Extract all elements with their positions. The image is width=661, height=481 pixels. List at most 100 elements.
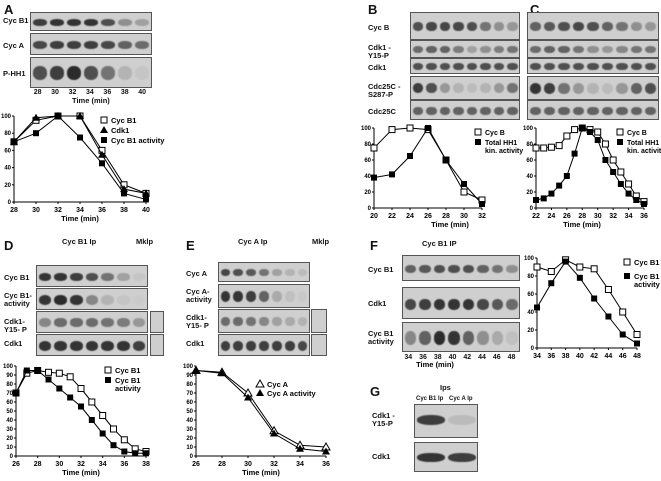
row-label-e-activity: Cyc A- activity bbox=[186, 287, 212, 304]
blot-band bbox=[69, 341, 83, 351]
blot-band bbox=[616, 22, 628, 31]
marker-filled-square bbox=[101, 137, 107, 143]
marker-filled-square bbox=[610, 169, 617, 175]
marker-open-square bbox=[617, 168, 625, 176]
blot-b-3 bbox=[410, 58, 520, 74]
blot-band bbox=[259, 341, 269, 351]
blot-band bbox=[426, 83, 437, 93]
x-tick-label: 30 bbox=[55, 461, 63, 468]
blot-b-5 bbox=[410, 100, 520, 120]
blot-band bbox=[133, 295, 146, 305]
y-tick-label: 80 bbox=[527, 274, 534, 280]
blot-band bbox=[412, 22, 423, 31]
blot-band bbox=[645, 63, 657, 70]
blot-band bbox=[572, 63, 585, 70]
blot-band bbox=[101, 295, 115, 305]
blot-band bbox=[433, 299, 445, 310]
marker-filled-square bbox=[617, 181, 624, 187]
blot-band bbox=[118, 41, 133, 49]
blot-e-3 bbox=[218, 309, 310, 333]
marker-filled-square bbox=[407, 153, 413, 159]
row-label-cdk1: Cdk1 bbox=[368, 63, 387, 72]
blot-g-1 bbox=[414, 404, 478, 438]
marker-filled-square bbox=[562, 258, 569, 265]
blot-band bbox=[587, 83, 599, 94]
row-label-e-y15: Cdk1- Y15- P bbox=[186, 313, 209, 330]
lane-label: 36 bbox=[419, 354, 427, 361]
blot-band bbox=[543, 46, 556, 53]
blot-band bbox=[439, 22, 450, 31]
y-tick-label: 60 bbox=[6, 400, 13, 406]
x-tick-label: 32 bbox=[270, 461, 278, 468]
lane-label: 34 bbox=[404, 354, 413, 361]
blot-d-1 bbox=[36, 265, 148, 287]
lane-label: 40 bbox=[448, 354, 457, 361]
blot-band bbox=[645, 83, 657, 94]
blot-band bbox=[493, 107, 504, 115]
marker-filled-square bbox=[23, 367, 30, 374]
blot-band bbox=[54, 295, 67, 305]
blot-band bbox=[220, 269, 231, 276]
marker-filled-square bbox=[534, 304, 540, 311]
blot-band bbox=[284, 317, 295, 326]
blot-band bbox=[447, 415, 476, 425]
blot-band bbox=[233, 317, 244, 326]
blot-band bbox=[506, 331, 518, 345]
marker-triangle bbox=[218, 369, 226, 377]
marker-open-square bbox=[388, 126, 396, 134]
marker-filled-square bbox=[556, 182, 563, 189]
blot-band bbox=[49, 41, 64, 49]
row-label-cyc-a: Cyc A bbox=[3, 41, 24, 50]
lane-labels-f: 34 36 38 40 42 44 46 48 bbox=[402, 354, 520, 363]
blot-band bbox=[529, 22, 541, 31]
lane-label: 34 bbox=[86, 89, 94, 96]
row-label-cyc-b: Cyc B bbox=[368, 23, 390, 32]
blot-band bbox=[54, 273, 67, 281]
x-tick-label: 28 bbox=[34, 461, 42, 468]
x-tick-label: 44 bbox=[605, 353, 613, 360]
x-tick-label: 30 bbox=[594, 213, 602, 220]
blot-band bbox=[246, 341, 257, 351]
marker-open-square bbox=[590, 265, 598, 273]
marker-filled-square bbox=[55, 113, 61, 119]
marker-open-square bbox=[576, 263, 584, 271]
x-tick-label: 46 bbox=[619, 353, 627, 360]
lane-labels-a: 28 30 32 34 36 38 40 bbox=[30, 89, 152, 98]
blot-band bbox=[49, 19, 64, 26]
marker-open-square bbox=[66, 373, 74, 381]
row-label-p-hh1: P-HH1 bbox=[3, 69, 26, 78]
x-axis-label: Time (min) bbox=[563, 220, 601, 229]
blot-c-2 bbox=[527, 40, 659, 58]
blot-band bbox=[32, 66, 47, 80]
mklp-label-e: Mklp bbox=[312, 237, 330, 246]
marker-triangle bbox=[270, 429, 278, 437]
blot-band bbox=[439, 63, 450, 70]
y-tick-label: 10 bbox=[186, 445, 193, 451]
blot-band bbox=[630, 107, 643, 115]
marker-open-square bbox=[460, 188, 468, 196]
chart-a: 0 20 40 60 80 100 28 30 32 34 36 38 40 Time (min) Cyc … bbox=[1, 112, 165, 223]
blot-band bbox=[135, 19, 150, 26]
x-tick-label: 20 bbox=[370, 213, 378, 220]
marker-open-square bbox=[540, 144, 548, 152]
marker-open-square bbox=[547, 143, 555, 151]
blot-band bbox=[38, 341, 52, 351]
blot-band bbox=[271, 291, 282, 302]
marker-open-triangle bbox=[255, 378, 265, 388]
x-tick-label: 22 bbox=[388, 213, 396, 220]
blot-b-1 bbox=[410, 12, 520, 40]
marker-filled-square bbox=[591, 295, 598, 302]
y-tick-label: 100 bbox=[524, 256, 535, 262]
x-tick-label: 36 bbox=[120, 461, 128, 468]
col-label-g-b1: Cyc B1 Ip bbox=[416, 396, 444, 402]
y-tick-label: 10 bbox=[6, 445, 13, 451]
legend-label: Cyc B bbox=[627, 130, 647, 137]
blot-band bbox=[491, 265, 503, 273]
blot-band bbox=[419, 299, 431, 310]
y-tick-label: 50 bbox=[186, 409, 193, 415]
marker-open-square bbox=[619, 308, 627, 316]
row-label-d-cyc-b1: Cyc B1 bbox=[4, 273, 30, 282]
y-tick-label: 0 bbox=[190, 454, 194, 460]
blot-band bbox=[529, 63, 541, 70]
